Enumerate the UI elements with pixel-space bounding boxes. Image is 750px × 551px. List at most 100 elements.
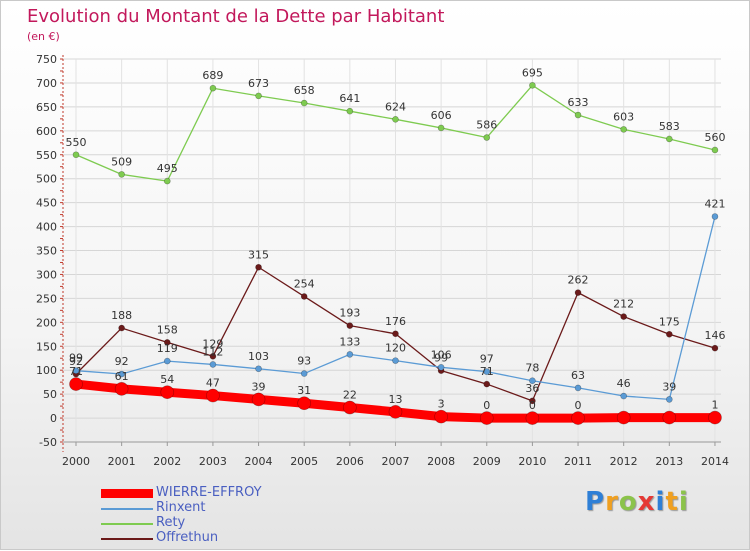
data-label-rety: 550 — [66, 136, 87, 149]
data-point-wierre-effroy — [525, 411, 540, 425]
data-label-rinxent: 133 — [339, 335, 360, 348]
y-tick-label: 700 — [36, 77, 57, 90]
data-label-wierre-effroy: 13 — [388, 393, 402, 406]
chart-title: Evolution du Montant de la Dette par Hab… — [27, 6, 445, 27]
data-label-offrethun: 36 — [525, 382, 539, 395]
y-tick-label: 200 — [36, 316, 57, 329]
data-label-wierre-effroy: 3 — [438, 398, 445, 411]
data-label-rety: 695 — [522, 66, 543, 79]
x-tick-label: 2010 — [518, 455, 546, 468]
data-label-wierre-effroy: 71 — [69, 365, 83, 378]
data-point-rety — [620, 126, 627, 133]
data-point-rinxent — [392, 357, 399, 364]
data-point-rinxent — [711, 213, 719, 220]
data-point-rety — [255, 92, 262, 100]
legend-swatch-offrethun — [101, 538, 153, 540]
y-tick-label: 100 — [36, 364, 57, 377]
data-point-wierre-effroy — [616, 410, 631, 425]
data-point-wierre-effroy — [571, 411, 585, 425]
data-label-rinxent: 46 — [617, 377, 631, 390]
data-label-offrethun: 212 — [613, 298, 634, 311]
x-tick-label: 2006 — [336, 455, 364, 468]
data-label-rinxent: 120 — [385, 342, 406, 355]
data-label-rinxent: 421 — [704, 198, 725, 211]
data-label-offrethun: 254 — [294, 277, 315, 290]
data-point-rinxent — [72, 367, 80, 374]
y-tick-label: 0 — [50, 412, 57, 425]
data-point-wierre-effroy — [479, 411, 494, 425]
data-label-rety: 624 — [385, 100, 406, 113]
y-tick-label: 650 — [36, 101, 57, 114]
data-point-rinxent — [300, 370, 308, 377]
data-label-rety: 673 — [248, 77, 269, 90]
data-label-wierre-effroy: 0 — [529, 399, 536, 412]
data-point-wierre-effroy — [69, 377, 83, 391]
logo-letter: r — [605, 487, 619, 517]
data-label-wierre-effroy: 31 — [297, 384, 311, 397]
data-point-wierre-effroy — [206, 388, 220, 403]
data-point-rinxent — [346, 351, 354, 358]
legend-label-rinxent: Rinxent — [156, 500, 206, 515]
y-tick-label: 300 — [36, 268, 57, 281]
data-point-rety — [666, 135, 673, 143]
logo-letter: P — [585, 487, 606, 517]
legend-swatch-wierre-effroy — [101, 489, 153, 498]
data-label-rety: 495 — [157, 162, 178, 175]
data-label-rinxent: 103 — [248, 350, 269, 363]
data-point-rety — [209, 84, 217, 92]
y-tick-label: 600 — [36, 125, 57, 138]
logo-letter: o — [618, 487, 638, 517]
data-point-offrethun — [255, 263, 262, 271]
x-tick-label: 2000 — [62, 455, 90, 468]
data-label-rinxent: 78 — [525, 362, 539, 375]
legend-label-rety: Rety — [156, 515, 186, 530]
data-point-rinxent — [118, 370, 125, 378]
x-tick-label: 2013 — [655, 455, 683, 468]
data-point-wierre-effroy — [251, 392, 266, 407]
data-point-offrethun — [346, 322, 354, 329]
data-label-wierre-effroy: 54 — [160, 373, 174, 386]
y-tick-label: 350 — [36, 245, 57, 258]
data-label-rety: 586 — [476, 119, 497, 132]
data-label-rinxent: 106 — [431, 348, 452, 361]
data-point-rinxent — [209, 361, 217, 368]
data-label-offrethun: 92 — [69, 355, 83, 368]
logo-letter: i — [655, 487, 666, 517]
data-point-wierre-effroy — [662, 410, 677, 425]
data-point-rety — [392, 116, 399, 123]
data-point-rinxent — [255, 365, 262, 373]
data-point-offrethun — [118, 324, 125, 332]
y-tick-label: 50 — [43, 388, 57, 401]
data-point-wierre-effroy — [708, 410, 722, 425]
data-label-wierre-effroy: 22 — [343, 389, 357, 402]
y-tick-label: 400 — [36, 221, 57, 234]
x-tick-label: 2008 — [427, 455, 455, 468]
y-tick-label: -50 — [39, 436, 57, 449]
data-point-rinxent — [483, 368, 491, 375]
x-tick-label: 2004 — [245, 455, 273, 468]
data-label-rety: 583 — [659, 120, 680, 133]
chart-subtitle: (en €) — [27, 30, 60, 43]
data-point-rety — [711, 146, 719, 154]
data-point-offrethun — [483, 380, 491, 388]
legend-swatch-rety — [101, 523, 153, 525]
x-tick-label: 2003 — [199, 455, 227, 468]
data-label-offrethun: 176 — [385, 315, 406, 328]
series-layer — [69, 82, 722, 425]
data-point-rinxent — [666, 396, 673, 403]
data-label-rety: 560 — [704, 131, 725, 144]
data-label-wierre-effroy: 61 — [115, 370, 129, 383]
data-label-rinxent: 92 — [115, 355, 129, 368]
data-point-rety — [574, 111, 582, 119]
logo-letter: i — [678, 487, 689, 517]
data-label-offrethun: 175 — [659, 315, 680, 328]
data-point-rety — [163, 177, 171, 185]
data-label-rinxent: 119 — [157, 342, 178, 355]
x-tick-label: 2002 — [153, 455, 181, 468]
data-label-rety: 658 — [294, 84, 315, 97]
data-label-offrethun: 193 — [339, 307, 360, 320]
data-point-wierre-effroy — [388, 405, 403, 419]
x-tick-label: 2011 — [564, 455, 592, 468]
data-label-rinxent: 97 — [480, 353, 494, 366]
data-label-offrethun: 99 — [434, 352, 448, 365]
